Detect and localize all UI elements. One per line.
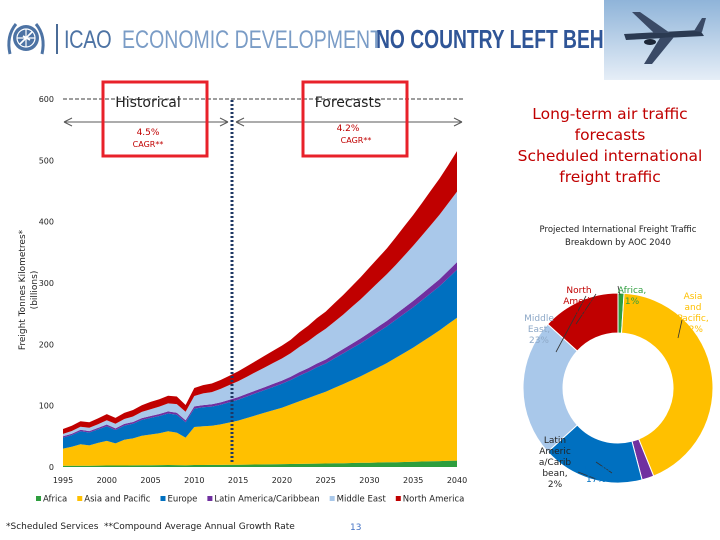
forecast-highlight-box: [301, 80, 409, 158]
forecast-cagr-label: CAGR**: [341, 136, 372, 145]
header-section: ECONOMIC DEVELOPMENT: [122, 26, 383, 54]
legend-label: Africa: [43, 495, 67, 505]
page-number: 13: [350, 523, 362, 533]
slice-north-america: [546, 292, 619, 352]
header-banner: ICAO ECONOMIC DEVELOPMENT NO COUNTRY LEF…: [0, 0, 720, 80]
area-middle-east: [63, 191, 457, 437]
legend-swatch: [36, 496, 41, 501]
x-tick-label: 2010: [184, 476, 204, 485]
legend-label: North America: [403, 495, 465, 505]
slice-label-africa: Africa, 1%: [617, 286, 647, 307]
x-tick-label: 1995: [53, 476, 73, 485]
y-axis-title-line2: (billions): [30, 271, 40, 310]
forecast-cagr-value: 4.2%: [337, 124, 360, 134]
series-areas: [63, 151, 457, 467]
slide-title-line: freight traffic: [559, 168, 661, 186]
donut-slices: [522, 292, 714, 484]
x-tick-label: 2015: [228, 476, 248, 485]
legend-label: Middle East: [337, 495, 387, 505]
area-europe: [63, 269, 457, 449]
x-axis-ticks: 1995 2000 2005 2010 2015 2020 2025 2030 2035 2040: [53, 476, 467, 485]
pie-chart-title: Projected International Freight Traffic …: [539, 225, 697, 248]
slide-title: Long-term air traffic forecasts Schedule…: [500, 104, 720, 188]
x-tick-label: 2040: [447, 476, 467, 485]
y-tick-label: 600: [39, 95, 54, 104]
leader-asia-and-pacific: [677, 319, 683, 339]
legend-label: Europe: [167, 495, 197, 505]
leader-latin-america-caribbean: [577, 471, 597, 480]
y-axis-title: Freight Tonnes Kilometres* (billions): [18, 229, 40, 350]
chart-legend: Africa Asia and Pacific Europe Latin Americ…: [36, 495, 464, 505]
legend-swatch: [329, 496, 335, 501]
slice-label-north-america: North Americ a, 13%: [563, 286, 595, 318]
legend-item-middle-east: Middle East: [329, 495, 387, 505]
legend-label: Asia and Pacific: [84, 495, 151, 505]
legend-item-latin-america-caribbean: Latin America/Caribbean: [207, 495, 320, 505]
forecast-arrow-heads: [235, 117, 463, 127]
y-axis-title-line1: Freight Tonnes Kilometres*: [18, 229, 28, 350]
x-tick-label: 2035: [403, 476, 423, 485]
y-tick-label: 200: [39, 340, 54, 349]
header-separator: [56, 24, 58, 54]
x-tick-label: 2005: [140, 476, 160, 485]
legend-item-europe: Europe: [160, 495, 197, 505]
y-tick-label: 0: [49, 463, 54, 472]
area-asia-and-pacific: [63, 317, 457, 466]
y-tick-label: 100: [39, 402, 54, 411]
area-africa: [63, 460, 457, 467]
legend-swatch: [77, 496, 83, 501]
donut-leader-lines: [555, 285, 683, 480]
legend-item-asia-and-pacific: Asia and Pacific: [77, 495, 151, 505]
historical-highlight-box: [101, 80, 209, 158]
header-org: ICAO: [64, 26, 112, 54]
legend-swatch: [160, 496, 166, 501]
leader-middle-east: [555, 295, 587, 353]
icao-emblem-icon: [7, 23, 45, 55]
x-tick-label: 2020: [272, 476, 292, 485]
leader-africa: [617, 285, 621, 296]
historical-cagr-label: CAGR**: [133, 140, 164, 149]
slide-title-line: Scheduled international: [517, 147, 703, 165]
airplane-photo-icon: [604, 0, 720, 80]
y-tick-label: 300: [39, 279, 54, 288]
legend-swatch: [207, 496, 213, 501]
historical-arrow-heads: [63, 117, 229, 127]
area-chart: Historical Forecasts 4.5% CAGR** 4.2% CA…: [18, 80, 467, 505]
y-tick-label: 500: [39, 156, 54, 165]
slide-title-line: forecasts: [574, 126, 646, 144]
slice-label-middle-east: Middle East, 23%: [524, 314, 554, 346]
leader-north-america: [575, 293, 597, 325]
forecasts-label: Forecasts: [315, 95, 382, 111]
leader-europe: [595, 461, 613, 474]
slice-asia-and-pacific: [620, 292, 714, 477]
legend-swatch: [395, 496, 401, 501]
y-axis-ticks: 0 100 200 300 400 500 600: [39, 95, 54, 472]
legend-item-africa: Africa: [36, 495, 67, 505]
footnote-cagr: **Compound Average Annual Growth Rate: [104, 522, 295, 532]
x-tick-label: 2000: [97, 476, 117, 485]
historical-label: Historical: [115, 95, 181, 111]
header-slogan: NO COUNTRY LEFT BEHIND: [376, 24, 637, 54]
slice-label-asia-and-pacific: Asia and Pacific, 42%: [677, 292, 709, 335]
footnote-scheduled: *Scheduled Services: [6, 522, 99, 532]
slice-label-latin-america-caribbean: Latin Americ a/Carib bean, 2%: [538, 436, 572, 490]
slice-label-europe: Europe, 17%: [578, 464, 614, 485]
x-tick-label: 2030: [359, 476, 379, 485]
legend-label: Latin America/Caribbean: [214, 495, 319, 505]
x-tick-label: 2025: [315, 476, 335, 485]
legend-item-north-america: North America: [395, 495, 465, 505]
y-tick-label: 400: [39, 218, 54, 227]
slide-title-line: Long-term air traffic: [532, 105, 688, 123]
donut-chart: [522, 285, 714, 484]
historical-cagr-value: 4.5%: [137, 128, 160, 138]
